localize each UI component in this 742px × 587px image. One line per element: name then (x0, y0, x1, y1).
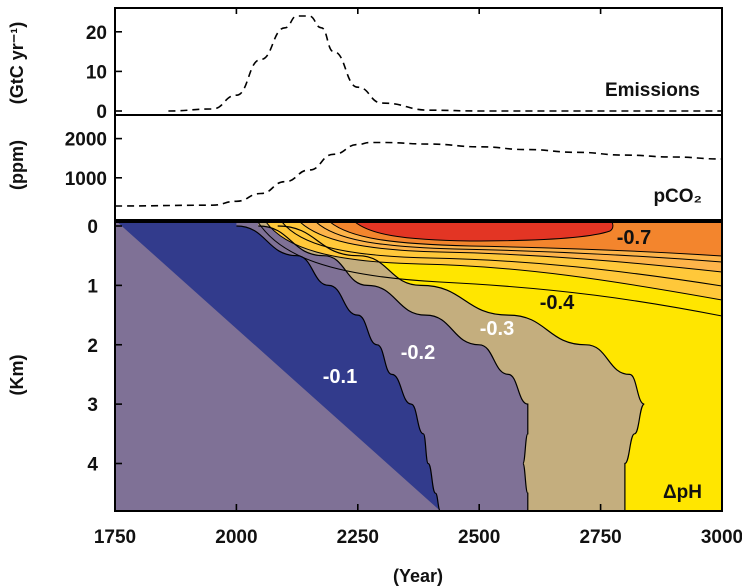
depth-y-tick-label-0: 0 (87, 217, 98, 238)
contour-line-0.6 (299, 222, 722, 273)
contour-label-0.4: -0.4 (540, 292, 575, 314)
contour-line-0.5 (265, 222, 722, 301)
contour-line-0.3 (277, 225, 645, 511)
x-tick-label-3000: 3000 (701, 527, 742, 548)
plot-frame (114, 7, 723, 512)
contour-label-0.2: -0.2 (401, 342, 435, 364)
contour-line-upper-2 (281, 222, 722, 287)
emissions-y-axis-label: (GtC yr⁻¹) (7, 22, 27, 105)
region-fill-0.7-0.8 (355, 222, 613, 241)
pco2-series-line (114, 141, 723, 207)
pco2-y-tick-label-1000: 1000 (65, 169, 107, 190)
pco2-panel-label: pCO₂ (653, 186, 702, 207)
contour-line-0.2 (258, 225, 529, 511)
delta-ph-contour-fill (115, 222, 722, 511)
x-axis-label: (Year) (393, 566, 443, 586)
x-tick-label-2500: 2500 (458, 527, 500, 548)
pco2-y-axis-label: (ppm) (7, 140, 27, 190)
x-tick-label-1750: 1750 (94, 527, 136, 548)
x-tick-label-2250: 2250 (337, 527, 379, 548)
contour-line-0.8 (354, 222, 614, 242)
depth-y-tick-label-4: 4 (87, 455, 98, 476)
emissions-y-tick-label-20: 20 (86, 23, 107, 44)
depth-y-tick-label-3: 3 (87, 395, 98, 416)
contour-line-0.1 (236, 225, 441, 511)
pco2-y-tick-label-2000: 2000 (65, 130, 107, 151)
emissions-y-tick-label-10: 10 (86, 62, 107, 83)
axis-ticks: 1750 2000 2250 2500 2750 3000 0 10 20 1000 2000 0 1 2… (65, 8, 742, 548)
depth-y-tick-label-2: 2 (87, 336, 98, 357)
x-tick-label-2750: 2750 (579, 527, 621, 548)
x-tick-label-2000: 2000 (215, 527, 257, 548)
contour-label-0.7: -0.7 (617, 227, 651, 249)
emissions-series-line (168, 15, 722, 112)
emissions-y-tick-label-0: 0 (96, 102, 107, 123)
contour-line-0.4 (257, 222, 722, 317)
depth-y-axis-label: (Km) (7, 355, 27, 396)
contour-line-upper-4 (315, 222, 722, 263)
emissions-panel-label: Emissions (605, 80, 700, 101)
contour-label-0.1: -0.1 (323, 366, 357, 388)
contour-line-0.7 (329, 222, 722, 257)
depth-y-tick-label-1: 1 (87, 276, 98, 297)
delta-ph-panel-label: ΔpH (663, 482, 702, 503)
region-fill-0-0.1 (117, 222, 441, 511)
contour-label-0.3: -0.3 (480, 318, 514, 340)
